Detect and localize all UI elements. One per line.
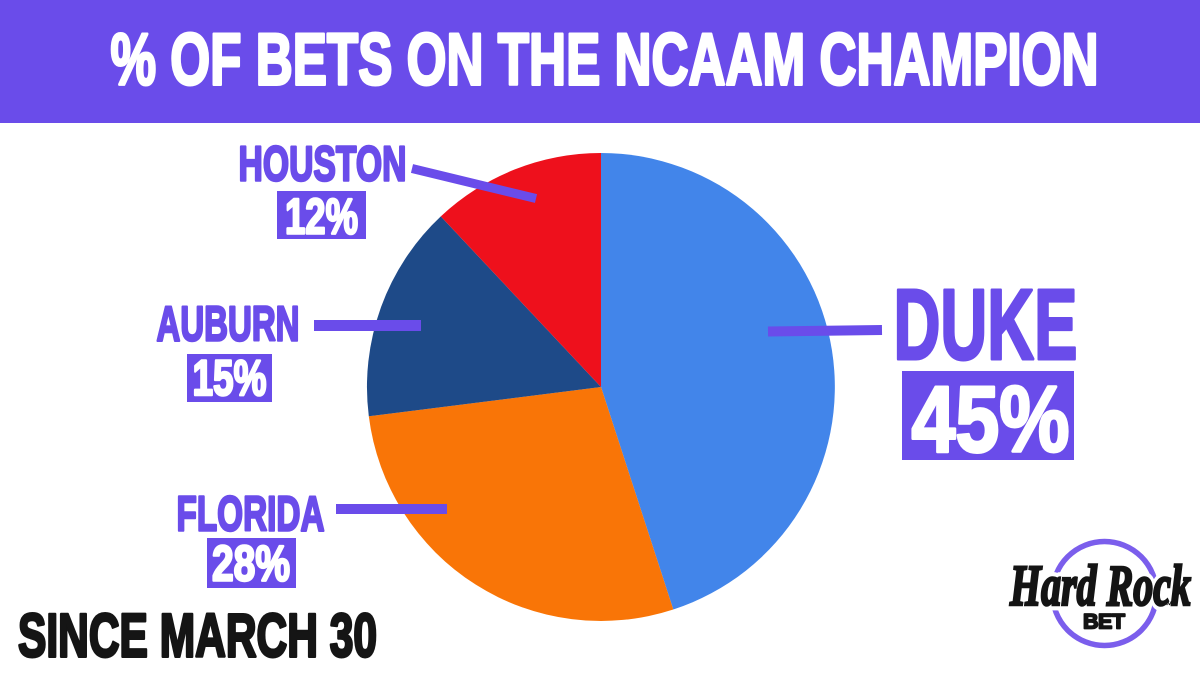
svg-text:SINCE MARCH 30: SINCE MARCH 30 xyxy=(18,602,377,670)
svg-text:12%: 12% xyxy=(285,188,358,245)
svg-text:AUBURN: AUBURN xyxy=(157,298,300,352)
svg-text:FLORIDA: FLORIDA xyxy=(177,488,325,542)
svg-text:45%: 45% xyxy=(912,367,1070,472)
svg-text:™: ™ xyxy=(1161,598,1174,613)
svg-text:28%: 28% xyxy=(212,535,290,592)
svg-text:HOUSTON: HOUSTON xyxy=(239,138,407,192)
svg-text:Hard Rock: Hard Rock xyxy=(1009,553,1191,618)
svg-text:% OF BETS ON THE NCAAM CHAMPIO: % OF BETS ON THE NCAAM CHAMPION xyxy=(111,20,1099,101)
svg-text:15%: 15% xyxy=(193,349,267,406)
svg-text:Hard Rock: Hard Rock xyxy=(1009,553,1191,618)
svg-text:DUKE: DUKE xyxy=(894,269,1078,381)
svg-text:BET: BET xyxy=(1083,610,1125,634)
